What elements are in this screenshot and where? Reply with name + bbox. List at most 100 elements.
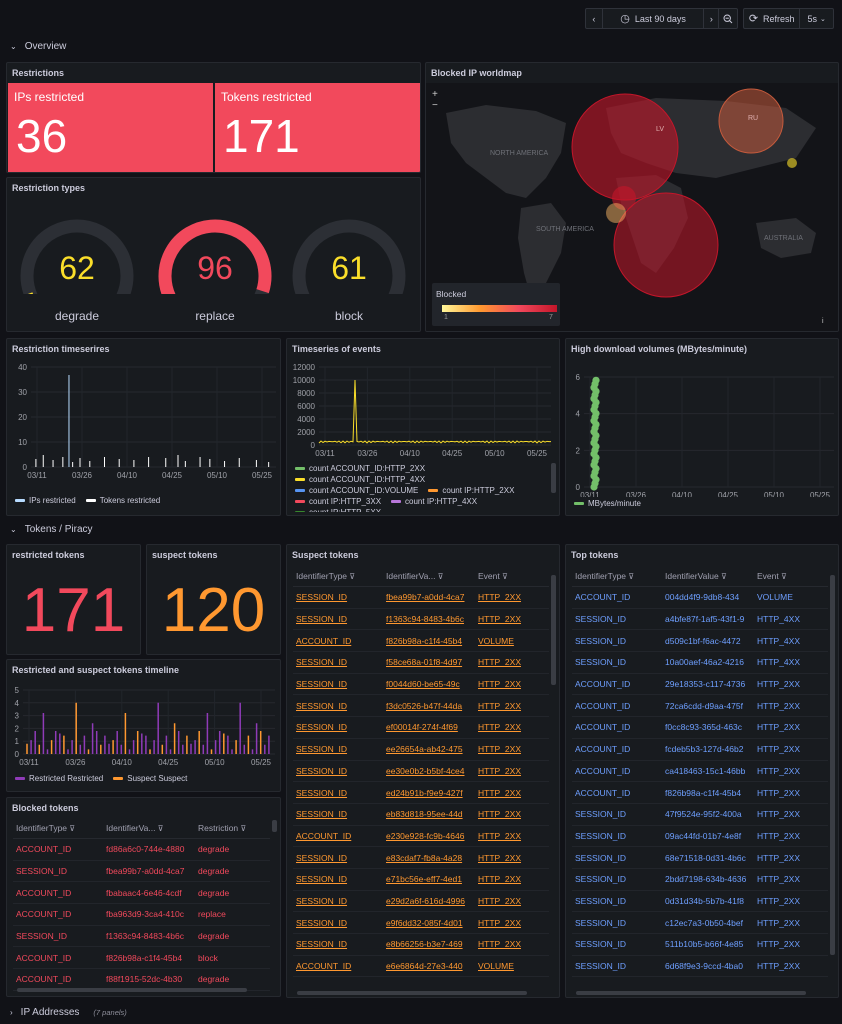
table-row[interactable]: ACCOUNT_ID f0cc8c93-365d-463c HTTP_2XX	[572, 717, 828, 739]
table-cell[interactable]: e9f6dd32-085f-4d01	[386, 917, 463, 928]
table-cell[interactable]: HTTP_2XX	[478, 614, 521, 625]
table-cell[interactable]: HTTP_2XX	[478, 765, 521, 776]
table-row[interactable]: SESSION_ID ee26654a-ab42-475 HTTP_2XX	[293, 739, 549, 761]
table-cell[interactable]: e29d2a6f-616d-4996	[386, 895, 465, 906]
table-cell[interactable]: e83cdaf7-fb8a-4a28	[386, 852, 463, 863]
table-cell[interactable]: SESSION_ID	[296, 744, 348, 755]
table-cell[interactable]: SESSION_ID	[296, 765, 348, 776]
events-timeseries-chart[interactable]: 12000 10000 8000 6000 4000 2000 003/11 03/26 04/…	[287, 357, 560, 465]
table-vscroll[interactable]	[551, 575, 556, 685]
table-cell[interactable]: SESSION_ID	[296, 722, 348, 733]
table-cell[interactable]: SESSION_ID	[296, 874, 348, 885]
table-row[interactable]: ACCOUNT_ID 72ca6cdd-d9aa-475f HTTP_2XX	[572, 695, 828, 718]
table-row[interactable]: SESSION_ID 2bdd7198-634b-4636 HTTP_2XX	[572, 869, 828, 891]
filter-icon[interactable]: ⊽	[238, 823, 247, 833]
filter-icon[interactable]: ⊽	[347, 571, 356, 581]
time-back-button[interactable]: ‹	[586, 9, 603, 28]
table-cell[interactable]: HTTP_2XX	[478, 852, 521, 863]
table-cell[interactable]: HTTP_2XX	[478, 917, 521, 928]
table-cell[interactable]: e230e928-fc9b-4646	[386, 830, 465, 841]
column-header[interactable]: IdentifierVa... ⊽	[383, 571, 475, 581]
map-zoom-out-button[interactable]: −	[432, 100, 438, 111]
table-row[interactable]: SESSION_ID 10a00aef-46a2-4216 HTTP_4XX	[572, 652, 828, 674]
download-volumes-chart[interactable]: 6 4 2 003/11 03/26 04/10 04/25 05/10 05/25	[566, 357, 839, 497]
table-row[interactable]: SESSION_ID a4bfe87f-1af5-43f1-9 HTTP_4XX	[572, 609, 828, 631]
legend-item[interactable]: IPs restricted	[15, 496, 76, 505]
table-cell[interactable]: SESSION_ID	[296, 852, 348, 863]
zoom-out-button[interactable]	[719, 9, 737, 28]
table-cell[interactable]: f58ce68a-01f8-4d97	[386, 657, 463, 668]
table-row[interactable]: SESSION_ID 47f9524e-95f2-400a HTTP_2XX	[572, 804, 828, 826]
filter-icon[interactable]: ⊽	[67, 823, 76, 833]
table-row[interactable]: SESSION_ID ef00014f-274f-4f69 HTTP_2XX	[293, 717, 549, 739]
column-header[interactable]: IdentifierType ⊽	[572, 571, 662, 581]
table-row[interactable]: SESSION_ID e83cdaf7-fb8a-4a28 HTTP_2XX	[293, 847, 549, 869]
table-row[interactable]: SESSION_ID f1363c94-8483-4b6c HTTP_2XX	[293, 609, 549, 631]
legend-item[interactable]: Suspect Suspect	[113, 774, 187, 783]
column-header[interactable]: IdentifierValue ⊽	[662, 571, 754, 581]
table-row[interactable]: SESSION_ID f3dc0526-b47f-44da HTTP_2XX	[293, 695, 549, 718]
table-row[interactable]: ACCOUNT_ID f826b98a-c1f4-45b4 HTTP_2XX	[572, 782, 828, 804]
refresh-button[interactable]: ⟳ Refresh	[744, 9, 801, 28]
legend-item[interactable]: count IP:HTTP_4XX	[391, 497, 477, 506]
table-cell[interactable]: SESSION_ID	[296, 700, 348, 711]
legend-item[interactable]: count IP:HTTP_2XX	[428, 486, 514, 495]
table-row[interactable]: SESSION_ID d509c1bf-f6ac-4472 HTTP_4XX	[572, 630, 828, 653]
map-info-icon[interactable]: i	[822, 318, 824, 325]
table-cell[interactable]: HTTP_2XX	[478, 809, 521, 820]
map-zoom-in-button[interactable]: +	[432, 89, 438, 100]
table-cell[interactable]: HTTP_2XX	[478, 700, 521, 711]
table-hscroll[interactable]	[297, 991, 527, 995]
column-header[interactable]: IdentifierType ⊽	[13, 823, 103, 833]
table-vscroll[interactable]	[272, 820, 277, 832]
column-header[interactable]: Restriction ⊽	[195, 823, 265, 833]
table-row[interactable]: ACCOUNT_ID 29e18353-c117-4736 HTTP_2XX	[572, 674, 828, 696]
table-cell[interactable]: SESSION_ID	[296, 657, 348, 668]
table-row[interactable]: ACCOUNT_ID ca418463-15c1-46bb HTTP_2XX	[572, 761, 828, 783]
table-row[interactable]: SESSION_ID f1363c94-8483-4b6c degrade	[13, 926, 270, 948]
table-row[interactable]: SESSION_ID c12ec7a3-0b50-4bef HTTP_2XX	[572, 912, 828, 934]
table-row[interactable]: SESSION_ID e8b66256-b3e7-469 HTTP_2XX	[293, 934, 549, 956]
table-row[interactable]: ACCOUNT_ID f826b98a-c1f4-45b4 block	[13, 947, 270, 970]
filter-icon[interactable]: ⊽	[718, 571, 727, 581]
table-cell[interactable]: HTTP_2XX	[478, 592, 521, 603]
table-row[interactable]: ACCOUNT_ID fba963d9-3ca4-410c replace	[13, 904, 270, 926]
row-tokens-piracy[interactable]: ⌄ Tokens / Piracy	[10, 524, 93, 535]
column-header[interactable]: Event ⊽	[475, 571, 545, 581]
table-cell[interactable]: HTTP_2XX	[478, 679, 521, 690]
filter-icon[interactable]: ⊽	[626, 571, 635, 581]
table-hscroll[interactable]	[576, 991, 806, 995]
legend-item[interactable]: count IP:HTTP_3XX	[295, 497, 381, 506]
legend-item[interactable]: Restricted Restricted	[15, 774, 103, 783]
table-row[interactable]: SESSION_ID 511b10b5-b66f-4e85 HTTP_2XX	[572, 934, 828, 956]
legend-item[interactable]: count ACCOUNT_ID:VOLUME	[295, 486, 418, 495]
table-cell[interactable]: SESSION_ID	[296, 809, 348, 820]
column-header[interactable]: IdentifierVa... ⊽	[103, 823, 195, 833]
table-cell[interactable]: ef00014f-274f-4f69	[386, 722, 458, 733]
column-header[interactable]: IdentifierType ⊽	[293, 571, 383, 581]
table-cell[interactable]: ACCOUNT_ID	[296, 830, 352, 841]
table-cell[interactable]: HTTP_2XX	[478, 895, 521, 906]
table-cell[interactable]: e71bc56e-eff7-4ed1	[386, 874, 462, 885]
table-cell[interactable]: ee30e0b2-b5bf-4ce4	[386, 765, 465, 776]
table-row[interactable]: SESSION_ID fbea99b7-a0dd-4ca7 degrade	[13, 861, 270, 883]
table-cell[interactable]: ee26654a-ab42-475	[386, 744, 463, 755]
table-row[interactable]: ACCOUNT_ID 004dd4f9-9db8-434 VOLUME	[572, 587, 828, 609]
refresh-interval-select[interactable]: 5s ⌄	[800, 9, 833, 28]
table-row[interactable]: SESSION_ID ed24b91b-f9e9-427f HTTP_2XX	[293, 782, 549, 804]
table-cell[interactable]: fbea99b7-a0dd-4ca7	[386, 592, 465, 603]
table-hscroll[interactable]	[17, 988, 247, 992]
table-cell[interactable]: f0044d60-be65-49c	[386, 679, 460, 690]
filter-icon[interactable]: ⊽	[155, 823, 164, 833]
row-ip-addresses[interactable]: › IP Addresses (7 panels)	[10, 1007, 127, 1018]
table-cell[interactable]: e6e6864d-27e3-440	[386, 961, 463, 972]
time-range-button[interactable]: ◷ Last 90 days	[603, 9, 705, 28]
table-row[interactable]: SESSION_ID e29d2a6f-616d-4996 HTTP_2XX	[293, 891, 549, 913]
table-row[interactable]: ACCOUNT_ID e230e928-fc9b-4646 HTTP_2XX	[293, 826, 549, 848]
table-cell[interactable]: HTTP_2XX	[478, 939, 521, 950]
table-cell[interactable]: SESSION_ID	[296, 895, 348, 906]
column-header[interactable]: Event ⊽	[754, 571, 824, 581]
table-cell[interactable]: ed24b91b-f9e9-427f	[386, 787, 463, 798]
table-cell[interactable]: HTTP_2XX	[478, 657, 521, 668]
table-cell[interactable]: f3dc0526-b47f-44da	[386, 700, 463, 711]
